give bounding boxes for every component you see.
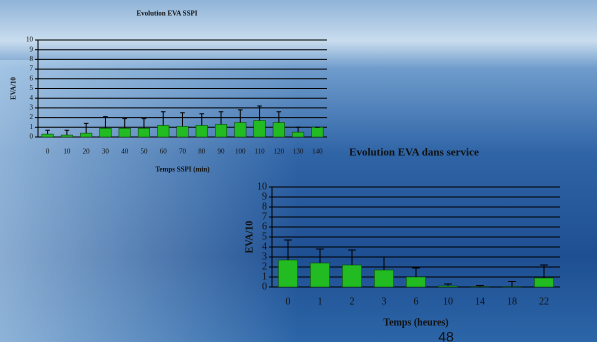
y-tick-label: 2 xyxy=(262,261,267,272)
x-tick-label: 120 xyxy=(274,148,285,156)
y-tick-label: 10 xyxy=(257,181,267,192)
bar xyxy=(138,128,150,137)
bar xyxy=(254,121,266,137)
y-tick-label: 6 xyxy=(262,221,267,232)
x-tick-label: 90 xyxy=(218,148,226,156)
y-tick-label: 6 xyxy=(30,74,34,82)
page-number: 48 xyxy=(438,329,454,342)
x-tick-label: 10 xyxy=(63,148,71,156)
y-tick-label: 0 xyxy=(262,281,267,292)
x-axis-label: Temps SSPI (min) xyxy=(155,166,210,174)
slide: 48 Evolution EVA SSPITemps SSPI (min)EVA… xyxy=(0,0,597,342)
x-tick-label: 50 xyxy=(140,148,148,156)
bar xyxy=(61,135,73,137)
x-tick-label: 1 xyxy=(318,296,323,307)
bar xyxy=(157,125,169,137)
x-tick-label: 40 xyxy=(121,148,129,156)
x-tick-label: 20 xyxy=(83,148,91,156)
x-tick-label: 80 xyxy=(198,148,206,156)
y-axis-label: EVA/10 xyxy=(244,221,255,254)
y-tick-label: 9 xyxy=(262,191,267,202)
x-tick-label: 3 xyxy=(382,296,387,307)
y-tick-label: 1 xyxy=(30,123,34,131)
y-tick-label: 5 xyxy=(30,84,34,92)
y-tick-label: 5 xyxy=(262,231,267,242)
x-tick-label: 14 xyxy=(475,296,485,307)
y-tick-label: 1 xyxy=(262,271,267,282)
x-tick-label: 10 xyxy=(443,296,453,307)
bar xyxy=(342,265,361,287)
bar xyxy=(80,133,92,137)
y-tick-label: 9 xyxy=(30,45,34,53)
bar xyxy=(406,277,425,287)
x-tick-label: 0 xyxy=(46,148,50,156)
y-tick-label: 0 xyxy=(30,133,34,141)
x-tick-label: 2 xyxy=(350,296,355,307)
x-tick-label: 18 xyxy=(507,296,517,307)
bar xyxy=(534,278,553,287)
bar xyxy=(273,122,285,137)
x-tick-label: 100 xyxy=(235,148,246,156)
x-tick-label: 140 xyxy=(312,148,323,156)
bar xyxy=(215,124,227,137)
bar xyxy=(310,263,329,287)
page: 48 Evolution EVA SSPITemps SSPI (min)EVA… xyxy=(0,0,597,342)
bar xyxy=(100,128,112,137)
y-axis-label: EVA/10 xyxy=(10,77,18,100)
x-tick-label: 110 xyxy=(254,148,265,156)
bar xyxy=(42,134,54,137)
y-tick-label: 2 xyxy=(30,113,34,121)
x-tick-label: 30 xyxy=(102,148,110,156)
bar xyxy=(177,126,189,137)
x-tick-label: 60 xyxy=(160,148,168,156)
chart-title: Evolution EVA SSPI xyxy=(137,10,198,18)
bar xyxy=(312,127,324,137)
x-tick-label: 0 xyxy=(286,296,291,307)
y-tick-label: 8 xyxy=(30,55,34,63)
y-tick-label: 3 xyxy=(30,104,34,112)
y-tick-label: 8 xyxy=(262,201,267,212)
y-tick-label: 3 xyxy=(262,251,267,262)
x-tick-label: 22 xyxy=(539,296,549,307)
bar xyxy=(502,287,521,288)
x-tick-label: 70 xyxy=(179,148,187,156)
x-axis-label: Temps (heures) xyxy=(383,317,448,328)
y-tick-label: 4 xyxy=(262,241,267,252)
chart-title: Evolution EVA dans service xyxy=(349,147,479,159)
y-tick-label: 7 xyxy=(30,65,34,73)
bar xyxy=(470,287,489,288)
y-tick-label: 10 xyxy=(26,36,34,44)
x-tick-label: 130 xyxy=(293,148,304,156)
bar xyxy=(374,270,393,287)
bar xyxy=(278,260,297,287)
bar xyxy=(292,132,304,137)
x-tick-label: 6 xyxy=(414,296,419,307)
bar xyxy=(235,122,247,137)
y-tick-label: 4 xyxy=(30,94,34,102)
bar xyxy=(196,125,208,137)
bar xyxy=(119,128,131,137)
y-tick-label: 7 xyxy=(262,211,267,222)
bar xyxy=(438,286,457,287)
